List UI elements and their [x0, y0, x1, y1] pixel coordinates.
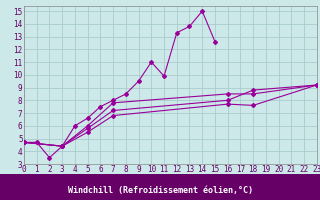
- Text: Windchill (Refroidissement éolien,°C): Windchill (Refroidissement éolien,°C): [68, 186, 252, 196]
